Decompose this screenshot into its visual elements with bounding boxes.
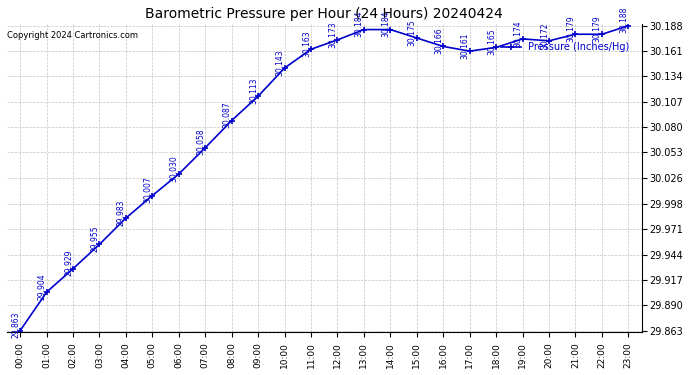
Title: Barometric Pressure per Hour (24 Hours) 20240424: Barometric Pressure per Hour (24 Hours) … [146,8,503,21]
Text: 30.184: 30.184 [382,11,391,37]
Text: 30.166: 30.166 [434,28,443,54]
Text: 30.172: 30.172 [540,22,549,48]
Text: 30.175: 30.175 [408,19,417,46]
Text: 30.163: 30.163 [302,30,311,57]
Text: 30.030: 30.030 [170,155,179,182]
Text: 29.863: 29.863 [11,312,20,338]
Text: 29.955: 29.955 [90,225,99,252]
Text: 30.188: 30.188 [620,7,629,33]
Text: Copyright 2024 Cartronics.com: Copyright 2024 Cartronics.com [7,30,138,39]
Text: 30.058: 30.058 [196,129,205,156]
Text: 29.929: 29.929 [64,250,73,276]
Text: 30.143: 30.143 [275,49,284,76]
Text: 29.904: 29.904 [38,273,47,300]
Text: 30.007: 30.007 [144,177,152,203]
Text: 30.161: 30.161 [461,32,470,59]
Text: 30.179: 30.179 [566,15,575,42]
Text: 30.184: 30.184 [355,11,364,37]
Text: 29.983: 29.983 [117,199,126,226]
Text: 30.173: 30.173 [328,21,337,48]
Text: 30.165: 30.165 [487,28,496,55]
Legend: Pressure (Inches/Hg): Pressure (Inches/Hg) [497,38,633,56]
Text: 30.087: 30.087 [223,102,232,128]
Text: 30.179: 30.179 [593,15,602,42]
Text: 30.174: 30.174 [513,20,522,47]
Text: 30.113: 30.113 [249,77,258,104]
